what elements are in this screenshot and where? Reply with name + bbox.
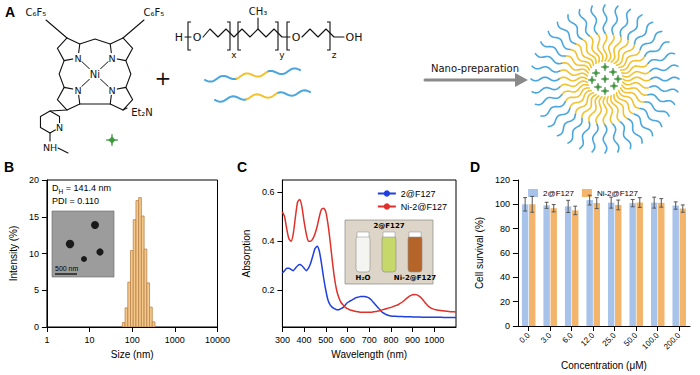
svg-text:10: 10	[29, 249, 39, 259]
svg-text:CH₃: CH₃	[249, 6, 268, 17]
svg-text:Nano-preparation: Nano-preparation	[431, 63, 519, 74]
svg-text:N: N	[108, 85, 115, 96]
svg-text:N: N	[108, 53, 115, 64]
svg-text:6.0: 6.0	[561, 330, 576, 345]
svg-text:Cell survival (%): Cell survival (%)	[474, 217, 485, 289]
svg-text:1000: 1000	[424, 335, 444, 345]
svg-text:C₆F₅: C₆F₅	[144, 7, 165, 18]
svg-text:120: 120	[495, 175, 510, 185]
svg-text:C: C	[237, 159, 247, 175]
svg-text:z: z	[332, 50, 337, 60]
svg-text:Concentration (μM): Concentration (μM)	[561, 360, 647, 371]
svg-text:0: 0	[34, 322, 39, 332]
svg-text:Ni-2@F127: Ni-2@F127	[401, 202, 447, 212]
svg-text:y: y	[279, 50, 285, 60]
svg-text:100: 100	[495, 199, 510, 209]
svg-text:5: 5	[34, 285, 39, 295]
svg-text:H₂O: H₂O	[356, 274, 371, 282]
svg-text:N: N	[56, 122, 63, 133]
svg-text:200.0: 200.0	[662, 330, 683, 351]
svg-text:80: 80	[500, 224, 510, 234]
svg-text:800: 800	[383, 335, 398, 345]
svg-text:OH: OH	[346, 31, 363, 44]
svg-text:Et₂N: Et₂N	[131, 107, 153, 118]
svg-text:2@F127: 2@F127	[401, 189, 436, 199]
svg-text:C₆F₅: C₆F₅	[26, 7, 47, 18]
svg-text:60: 60	[500, 248, 510, 258]
svg-text:20: 20	[29, 175, 39, 185]
svg-text:Ni: Ni	[90, 69, 100, 80]
svg-text:= 141.4 nm: = 141.4 nm	[63, 183, 111, 193]
svg-text:N: N	[74, 85, 81, 96]
svg-text:100: 100	[125, 335, 140, 345]
svg-text:50.0: 50.0	[622, 330, 640, 348]
svg-text:Intensity (%): Intensity (%)	[8, 226, 19, 282]
svg-text:O: O	[292, 31, 301, 44]
svg-text:D: D	[470, 159, 480, 175]
svg-text:A: A	[5, 4, 15, 20]
svg-text:25.0: 25.0	[601, 330, 619, 348]
svg-text:600: 600	[340, 335, 355, 345]
svg-text:10000: 10000	[205, 335, 230, 345]
svg-text:900: 900	[405, 335, 420, 345]
svg-text:10: 10	[85, 335, 95, 345]
html-text:DH: DH	[52, 183, 64, 195]
svg-text:500 nm: 500 nm	[55, 265, 79, 272]
svg-text:20: 20	[500, 297, 510, 307]
svg-text:40: 40	[500, 272, 510, 282]
svg-text:400: 400	[297, 335, 312, 345]
svg-text:Absorption: Absorption	[241, 230, 252, 278]
svg-text:x: x	[231, 50, 237, 60]
svg-text:0.4: 0.4	[262, 236, 275, 246]
svg-text:Size (nm): Size (nm)	[111, 349, 154, 360]
svg-text:1: 1	[44, 335, 49, 345]
svg-text:B: B	[4, 159, 14, 175]
svg-text:NH: NH	[43, 142, 57, 153]
svg-text:15: 15	[29, 212, 39, 222]
svg-text:O: O	[193, 31, 202, 44]
svg-text:Ni-2@F127: Ni-2@F127	[394, 274, 437, 282]
svg-text:3.0: 3.0	[539, 330, 554, 345]
svg-text:N: N	[74, 53, 81, 64]
svg-text:0: 0	[505, 321, 510, 331]
svg-text:0.6: 0.6	[262, 187, 275, 197]
svg-text:+: +	[155, 66, 172, 90]
svg-text:2@F127: 2@F127	[543, 189, 574, 198]
svg-text:300: 300	[275, 335, 290, 345]
svg-text:100.0: 100.0	[640, 330, 661, 351]
svg-text:12.0: 12.0	[579, 330, 597, 348]
svg-text:Wavelength (nm): Wavelength (nm)	[331, 349, 407, 360]
svg-text:Ni-2@F127: Ni-2@F127	[597, 189, 639, 198]
svg-text:500: 500	[318, 335, 333, 345]
svg-text:1000: 1000	[165, 335, 185, 345]
svg-text:0.0: 0.0	[518, 330, 533, 345]
svg-text:0.2: 0.2	[262, 285, 275, 295]
svg-text:H: H	[175, 31, 183, 44]
svg-text:2@F127: 2@F127	[373, 222, 404, 230]
svg-text:PDI = 0.110: PDI = 0.110	[52, 196, 99, 206]
svg-text:700: 700	[362, 335, 377, 345]
